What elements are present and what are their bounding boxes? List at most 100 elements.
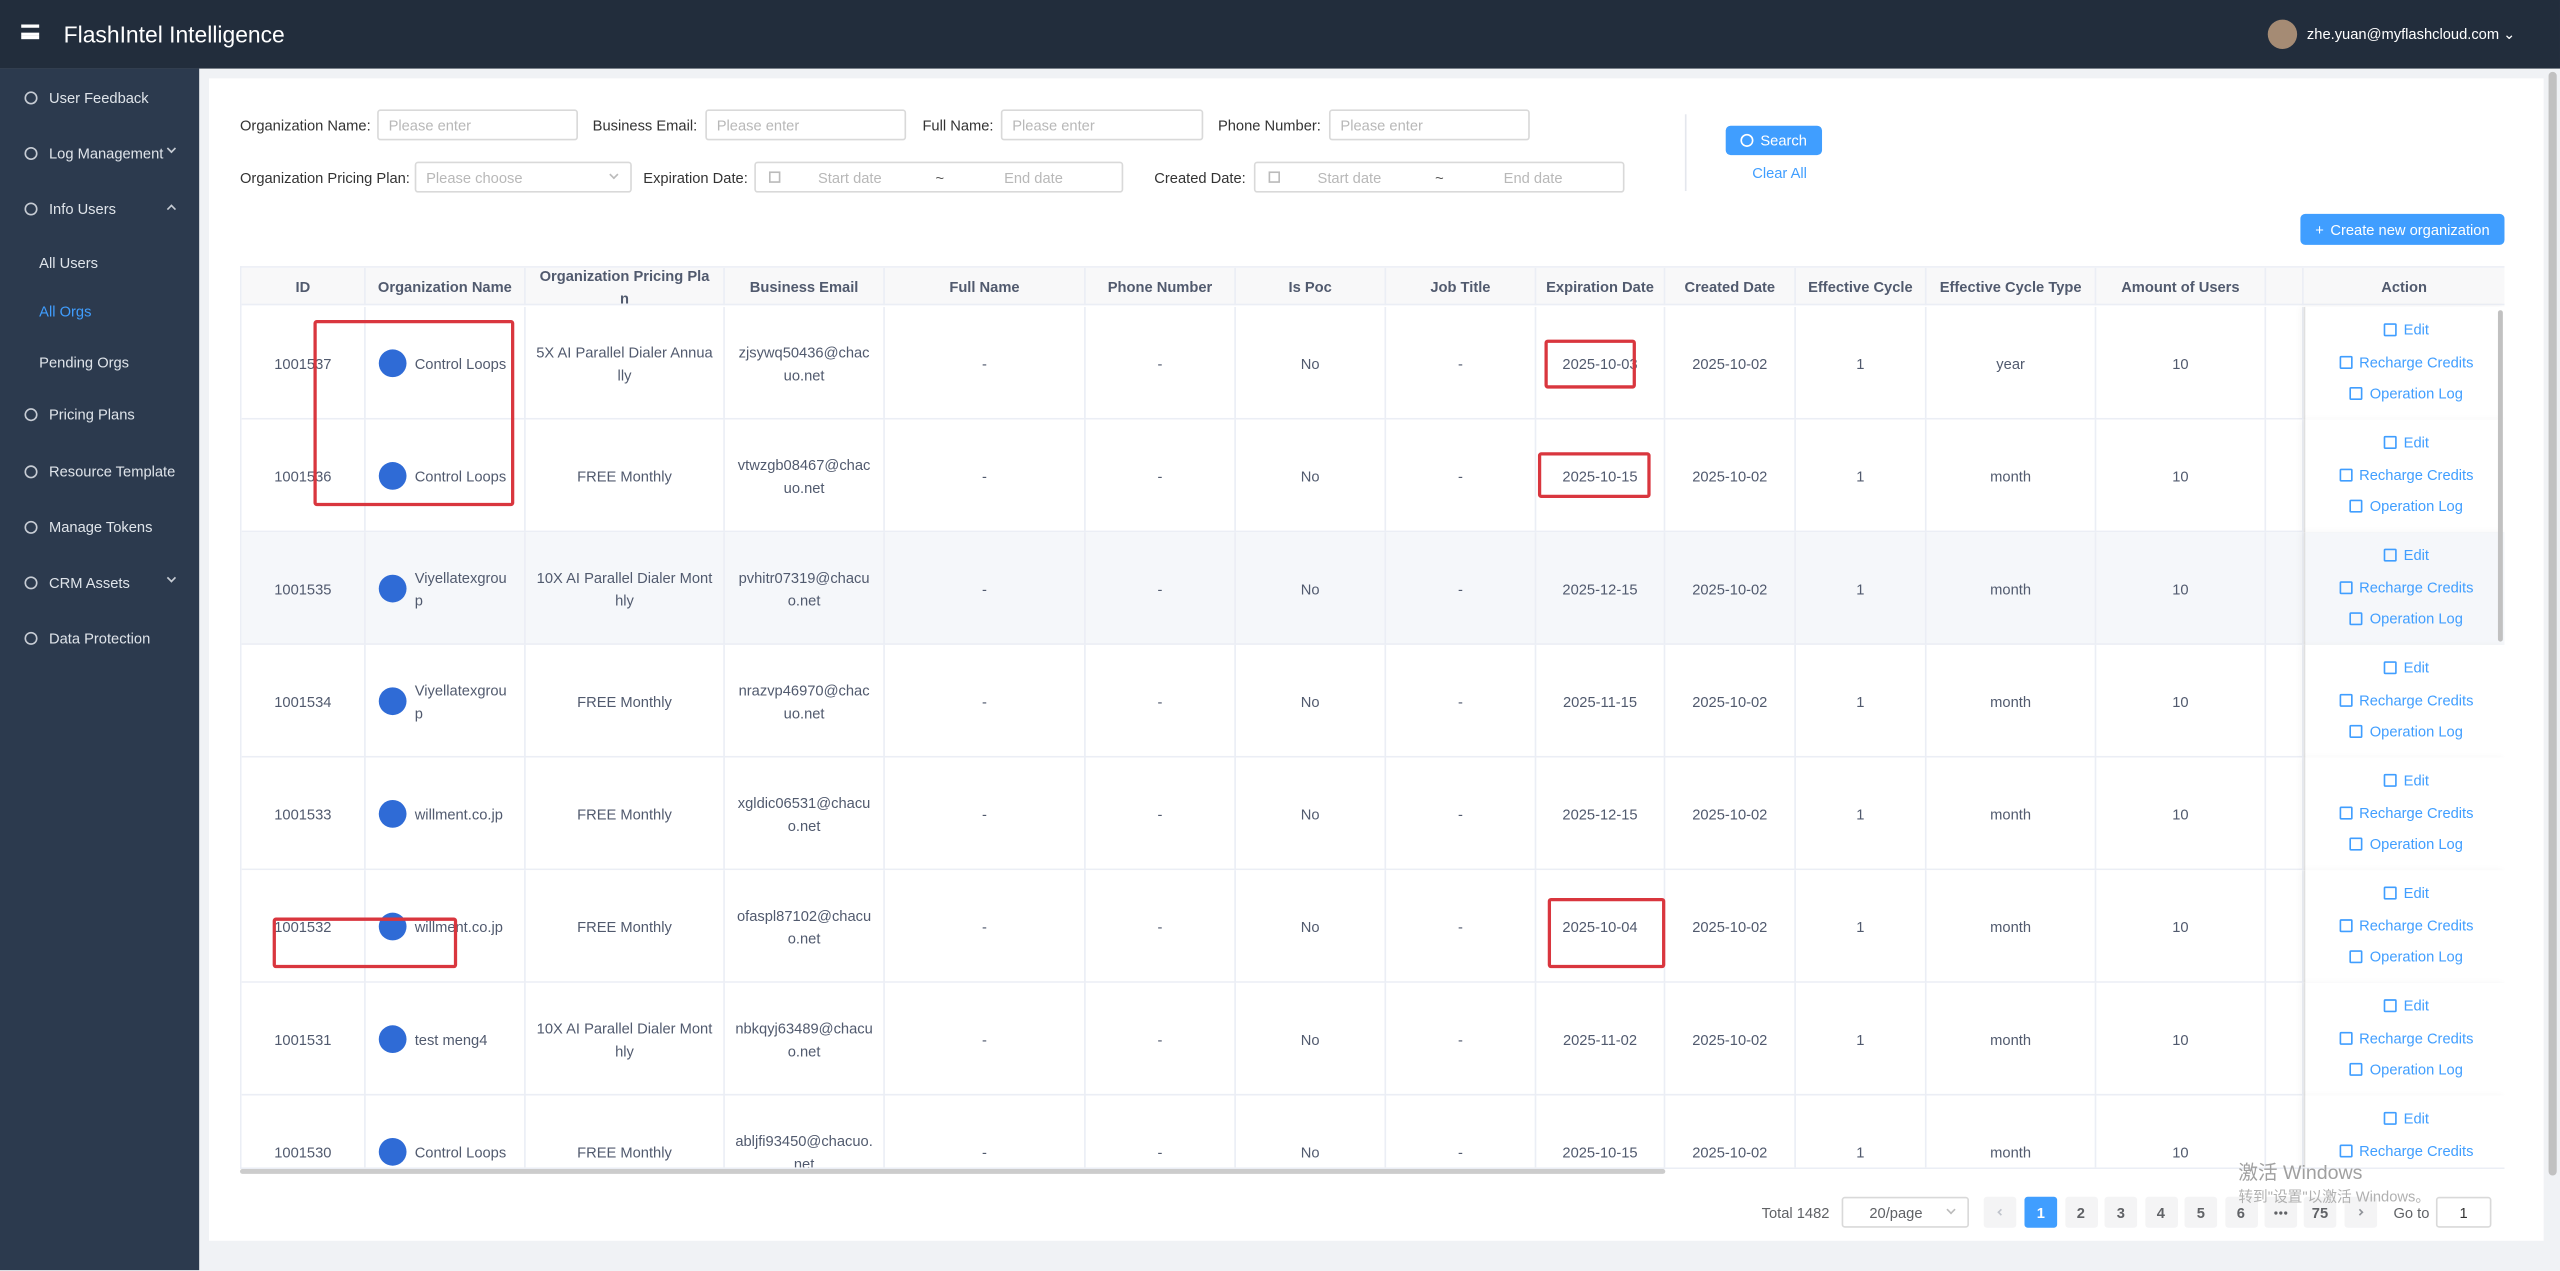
end-date: End date <box>1503 169 1563 187</box>
page-number[interactable]: 3 <box>2104 1196 2138 1228</box>
nav-item[interactable]: Info Users <box>0 199 199 220</box>
table-hscroll[interactable] <box>239 1168 1666 1174</box>
next-page[interactable] <box>2344 1196 2378 1228</box>
nav-item[interactable]: Pending Orgs <box>0 353 199 374</box>
nav-item[interactable]: All Users <box>0 253 199 274</box>
nav-item[interactable]: Pricing Plans <box>0 405 199 426</box>
prev-page[interactable] <box>1983 1196 2017 1228</box>
action-link[interactable]: Recharge Credits <box>2305 804 2504 820</box>
table-row: 1001533 willment.co.jp FREE Monthly xgldic0… <box>241 757 2505 871</box>
table-row: 1001532 willment.co.jp FREE Monthly ofaspl8… <box>241 870 2505 983</box>
action-link[interactable]: Recharge Credits <box>2305 691 2504 708</box>
nav-item[interactable]: Log Management <box>0 143 199 165</box>
chevron-left <box>1997 1208 2005 1216</box>
table-cell: - <box>1386 306 1537 420</box>
table-cell: 1 <box>1796 306 1927 420</box>
nav-item[interactable]: Manage Tokens <box>0 518 199 539</box>
page-size-select[interactable]: 20/page <box>1841 1196 1969 1228</box>
action-link[interactable]: Edit <box>2305 1110 2504 1127</box>
action-link[interactable]: Recharge Credits <box>2305 579 2504 595</box>
create-button[interactable]: + Create new organization <box>2300 213 2505 245</box>
action-link[interactable]: Edit <box>2305 772 2504 789</box>
action-link[interactable]: Recharge Credits <box>2305 1142 2504 1158</box>
column-header: Full Name <box>885 267 1086 306</box>
action-link[interactable]: Edit <box>2305 322 2504 338</box>
table-row: 1001534 Viyellatexgroup FREE Monthly nrazvp… <box>241 644 2505 758</box>
table-cell: - <box>1086 1095 1236 1168</box>
action-link[interactable]: Operation Log <box>2305 949 2504 965</box>
search-button[interactable]: Search <box>1725 125 1823 156</box>
org-icon <box>378 1137 407 1166</box>
sidebar: User Feedback Log Management Info Users All… <box>0 68 200 1271</box>
page-number[interactable]: 5 <box>2184 1196 2218 1228</box>
filter-input[interactable]: Please enter <box>1000 109 1204 141</box>
table-header: ID Organization Name Organization Pricing … <box>241 267 2505 306</box>
table-cell: 1001537 <box>242 306 366 420</box>
filter-input[interactable]: Please enter <box>1328 109 1530 141</box>
action-link[interactable]: Recharge Credits <box>2305 353 2504 370</box>
page-number[interactable]: 75 <box>2303 1196 2337 1228</box>
action-link[interactable]: Edit <box>2305 998 2504 1014</box>
table-cell <box>2266 870 2304 983</box>
action-icon <box>2384 1111 2398 1125</box>
table-cell: FREE Monthly <box>526 644 725 758</box>
action-link[interactable]: Edit <box>2305 660 2504 676</box>
nav-item[interactable]: All Orgs <box>0 302 199 323</box>
page-number[interactable]: 2 <box>2064 1196 2098 1228</box>
page-number[interactable]: 1 <box>2024 1196 2058 1228</box>
action-label: Edit <box>2403 546 2429 564</box>
action-label: Recharge Credits <box>2359 804 2474 821</box>
table-cell: 10 <box>2096 870 2267 983</box>
end-date: End date <box>1004 169 1063 187</box>
action-link[interactable]: Operation Log <box>2305 836 2504 852</box>
nav-item[interactable]: User Feedback <box>0 88 199 109</box>
nav-item[interactable]: Resource Template <box>0 462 199 483</box>
table-cell: 1001536 <box>242 419 366 533</box>
action-link[interactable]: Edit <box>2305 547 2504 563</box>
table-vscroll[interactable] <box>2497 310 2503 642</box>
more-pages[interactable] <box>2264 1196 2298 1228</box>
action-link[interactable]: Operation Log <box>2305 723 2504 740</box>
action-link[interactable]: Recharge Credits <box>2305 1029 2504 1046</box>
column-header: Organization Pricing Plan <box>526 268 725 306</box>
nav-item[interactable]: Data Protection <box>0 629 199 650</box>
page-number[interactable]: 6 <box>2224 1196 2258 1228</box>
table-cell: No <box>1236 1095 1387 1168</box>
table-cell: - <box>1386 757 1537 871</box>
action-link[interactable]: Recharge Credits <box>2305 917 2504 933</box>
date-range[interactable]: Start date ~ End date <box>1253 161 1625 193</box>
table-cell <box>2266 982 2304 1096</box>
page-number[interactable]: 4 <box>2144 1196 2178 1228</box>
action-icon <box>2384 435 2398 449</box>
goto-input[interactable]: 1 <box>2435 1196 2492 1228</box>
action-link[interactable]: Recharge Credits <box>2305 466 2504 482</box>
avatar <box>2267 19 2298 49</box>
table-cell: Control Loops <box>366 306 526 420</box>
action-link[interactable]: Edit <box>2305 885 2504 901</box>
table-cell: zjsywq50436@chacuo.net <box>725 306 885 420</box>
clear-all[interactable]: Clear All <box>1752 164 1807 182</box>
plan-select[interactable]: Please choose <box>414 161 632 193</box>
action-link[interactable]: Operation Log <box>2305 611 2504 627</box>
date-range[interactable]: Start date ~ End date <box>754 161 1124 193</box>
table-cell: - <box>1086 870 1236 983</box>
table-cell: - <box>1386 644 1537 758</box>
page-scrollbar[interactable] <box>2548 71 2557 1176</box>
nav-icon <box>24 576 38 590</box>
action-icon <box>2350 612 2364 626</box>
filter-input[interactable]: Please enter <box>705 109 907 141</box>
action-link[interactable]: Edit <box>2305 434 2504 451</box>
action-link[interactable]: Operation Log <box>2305 498 2504 514</box>
goto-value: 1 <box>2459 1204 2468 1222</box>
table-cell: Viyellatexgroup <box>366 532 526 645</box>
action-link[interactable]: Operation Log <box>2305 385 2504 402</box>
nav-item[interactable]: CRM Assets <box>0 573 199 594</box>
annotation-box <box>1544 339 1636 389</box>
table-cell: 2025-10-02 <box>1665 644 1796 758</box>
filter-input[interactable]: Please enter <box>377 109 578 141</box>
menu-toggle[interactable] <box>21 24 40 40</box>
user-menu[interactable]: zhe.yuan@myflashcloud.com ⌄ <box>2306 26 2516 43</box>
table-row: 1001530 Control Loops FREE Monthly abljfi93… <box>241 1095 2505 1168</box>
action-link[interactable]: Operation Log <box>2305 1061 2504 1078</box>
